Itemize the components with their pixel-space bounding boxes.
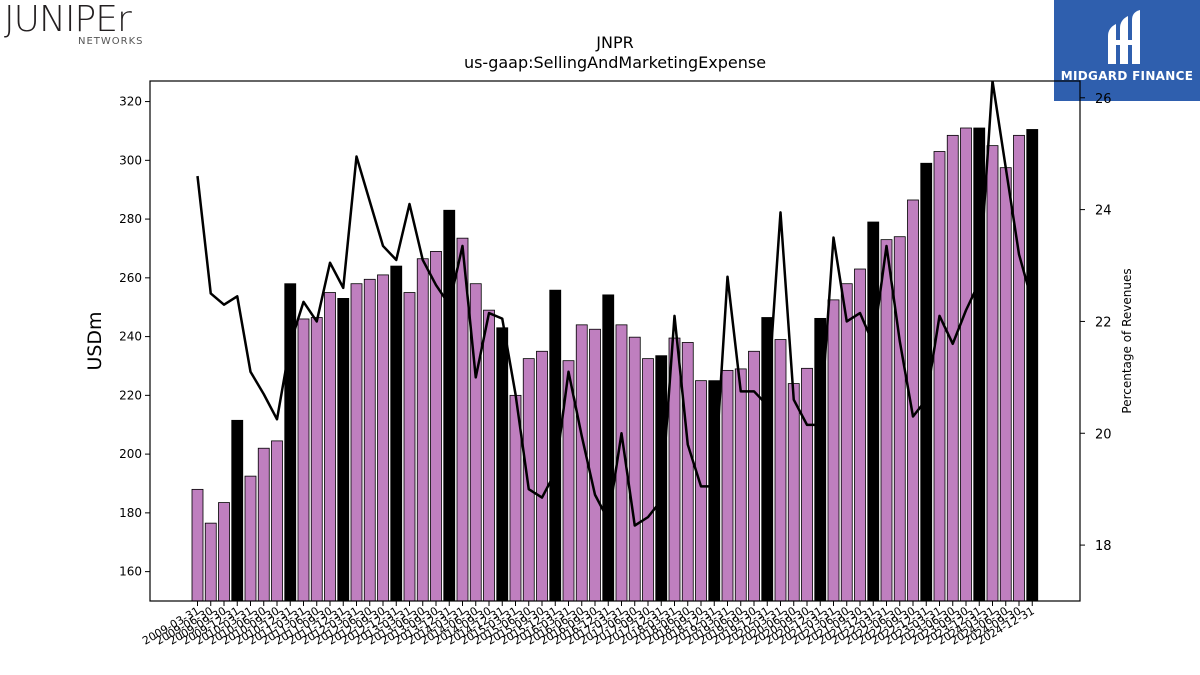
bar [416,258,429,602]
bar [880,239,893,602]
bar [363,278,376,602]
bar [628,336,641,602]
y-axis-label: USDm [84,311,106,370]
y-tick-label: 180 [119,506,142,520]
bar [933,151,946,602]
bar [536,350,548,602]
bar [483,309,495,602]
y-tick-label: 300 [119,153,142,167]
bar [721,369,734,602]
bar [840,283,853,602]
bar [1013,134,1025,602]
bar [1026,129,1039,602]
midgard-finance-logo: MIDGARD FINANCE [1054,0,1200,101]
bar [946,134,959,602]
y2-axis-label: Percentage of Revenues [1120,268,1134,413]
y-tick-label: 260 [119,271,142,285]
bar [522,358,535,602]
bar [986,145,999,602]
plot-frame [149,80,1081,602]
bar [324,292,336,602]
bar [257,447,270,602]
y-tick-label: 280 [119,212,142,226]
bar [337,298,350,602]
bar [244,475,257,602]
y2-tick-label: 24 [1095,204,1112,219]
line-group [196,81,1034,527]
chart-title: JNPR [595,33,633,52]
bar [297,318,310,602]
bar [496,327,509,602]
y-tick-label: 220 [119,388,142,402]
y2-tick-label: 26 [1095,92,1112,107]
y-axis-left: 160 180 200 220 240 260 280 300 320 [119,95,150,579]
bar [695,380,707,602]
bar [310,317,323,602]
bar [218,502,230,602]
y-tick-label: 200 [119,447,142,461]
bar [271,440,283,602]
y2-tick-label: 18 [1095,539,1112,554]
juniper-logo: JUNIPEr NETWORKS [4,0,164,50]
y2-tick-label: 20 [1095,427,1112,442]
juniper-logo-word: JUNIPEr [4,0,132,40]
bar [999,167,1012,602]
bar [867,221,880,602]
bar [734,368,747,602]
bar [443,209,456,602]
bar [973,127,986,602]
bar [827,299,840,602]
bar [960,127,972,602]
bar [589,328,601,602]
bar [377,274,389,602]
bar [403,292,416,602]
bar [787,383,800,602]
y-tick-label: 320 [119,95,142,109]
x-axis: 2009-03-312009-06-302009-09-302009-12-31… [140,601,1037,648]
y-tick-label: 240 [119,330,142,344]
bar [390,265,403,602]
chart-subtitle: us-gaap:SellingAndMarketingExpense [464,53,766,72]
bar [681,342,694,602]
bar [231,419,244,602]
juniper-logo-sub: NETWORKS [78,36,144,47]
bar [642,358,654,602]
percentage-line [196,81,1034,527]
y2-tick-label: 22 [1095,315,1112,330]
bar [602,294,615,602]
midgard-brand-text: MIDGARD FINANCE [1060,69,1194,83]
midgard-emblem-icon [1108,10,1140,64]
bar [191,488,204,602]
bar [350,283,363,602]
bar [774,339,787,602]
bar-group [191,127,1039,602]
bar [575,324,588,602]
bar [655,355,668,602]
bar [801,367,813,602]
bar [430,250,442,602]
bar [748,350,760,602]
y-tick-label: 160 [119,565,142,579]
bar [893,236,906,602]
bar [204,522,217,602]
y-axis-right: 18 20 22 24 26 [1080,92,1112,554]
